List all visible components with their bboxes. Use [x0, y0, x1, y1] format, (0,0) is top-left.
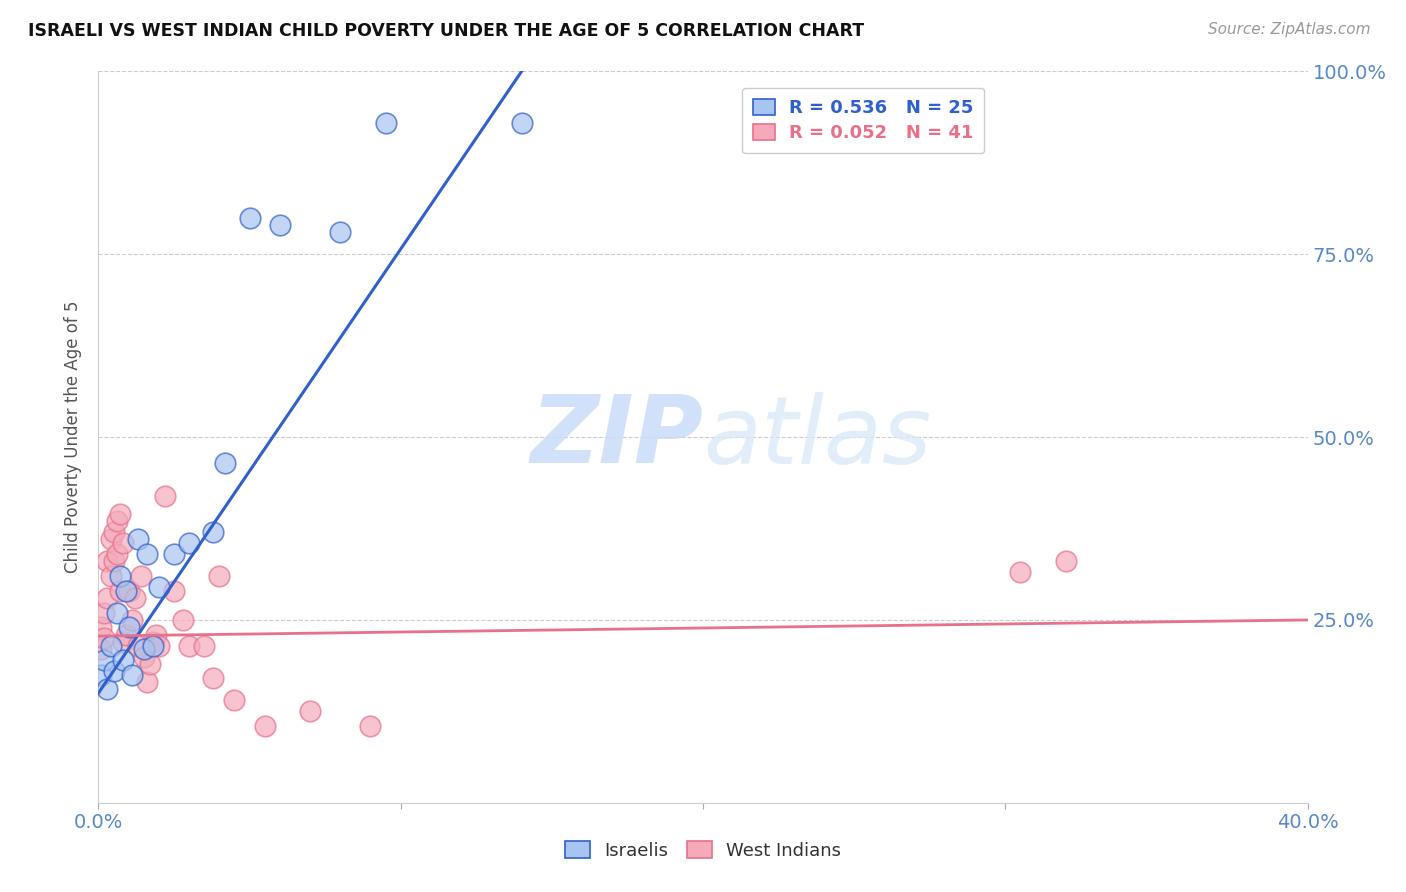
Point — [121, 613, 143, 627]
Point — [224, 693, 246, 707]
Point — [193, 639, 215, 653]
Point — [148, 639, 170, 653]
Point — [135, 547, 157, 561]
Point — [108, 507, 131, 521]
Point — [93, 606, 115, 620]
Point — [93, 632, 115, 646]
Point — [90, 667, 112, 681]
Point — [163, 583, 186, 598]
Point — [132, 649, 155, 664]
Point — [374, 115, 396, 129]
Point — [103, 525, 125, 540]
Point — [1010, 566, 1032, 580]
Point — [105, 514, 128, 528]
Point — [103, 664, 125, 678]
Point — [96, 682, 118, 697]
Point — [163, 547, 186, 561]
Point — [153, 489, 176, 503]
Point — [127, 533, 149, 547]
Point — [114, 627, 136, 641]
Legend: Israelis, West Indians: Israelis, West Indians — [558, 834, 848, 867]
Point — [100, 639, 122, 653]
Point — [129, 569, 152, 583]
Point — [90, 642, 112, 657]
Point — [510, 115, 533, 129]
Point — [105, 547, 128, 561]
Point — [172, 613, 194, 627]
Point — [100, 569, 122, 583]
Point — [124, 591, 146, 605]
Point — [139, 657, 162, 671]
Point — [114, 583, 136, 598]
Point — [202, 672, 225, 686]
Text: Source: ZipAtlas.com: Source: ZipAtlas.com — [1208, 22, 1371, 37]
Point — [93, 653, 115, 667]
Y-axis label: Child Poverty Under the Age of 5: Child Poverty Under the Age of 5 — [65, 301, 83, 574]
Point — [121, 667, 143, 681]
Point — [96, 554, 118, 568]
Point — [202, 525, 225, 540]
Point — [108, 583, 131, 598]
Text: atlas: atlas — [703, 392, 931, 483]
Point — [132, 642, 155, 657]
Point — [253, 719, 276, 733]
Point — [118, 583, 141, 598]
Point — [214, 456, 236, 470]
Point — [145, 627, 167, 641]
Point — [360, 719, 382, 733]
Text: ISRAELI VS WEST INDIAN CHILD POVERTY UNDER THE AGE OF 5 CORRELATION CHART: ISRAELI VS WEST INDIAN CHILD POVERTY UND… — [28, 22, 865, 40]
Point — [1054, 554, 1077, 568]
Point — [135, 675, 157, 690]
Point — [103, 554, 125, 568]
Point — [100, 533, 122, 547]
Point — [208, 569, 231, 583]
Point — [299, 705, 322, 719]
Point — [329, 225, 352, 239]
Point — [142, 639, 165, 653]
Point — [179, 639, 201, 653]
Point — [179, 536, 201, 550]
Point — [105, 606, 128, 620]
Point — [108, 569, 131, 583]
Point — [96, 591, 118, 605]
Point — [148, 580, 170, 594]
Text: ZIP: ZIP — [530, 391, 703, 483]
Point — [90, 620, 112, 634]
Point — [111, 635, 134, 649]
Point — [111, 536, 134, 550]
Point — [142, 635, 165, 649]
Point — [118, 620, 141, 634]
Point — [239, 211, 262, 225]
Point — [111, 653, 134, 667]
Point — [127, 639, 149, 653]
Point — [269, 218, 291, 232]
